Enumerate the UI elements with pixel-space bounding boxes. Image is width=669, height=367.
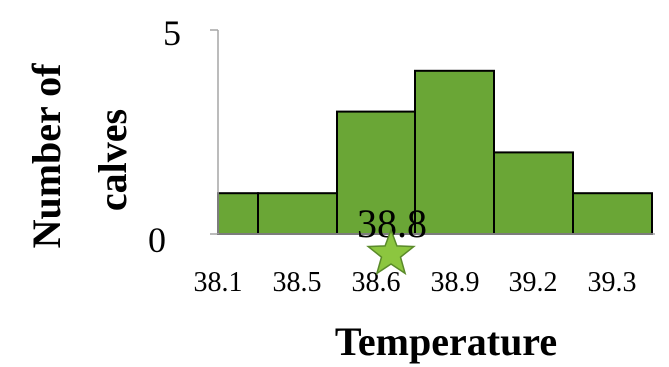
bar-38.9 <box>414 69 495 235</box>
x-tick-label-39.2: 39.2 <box>509 267 558 298</box>
bar-39.2 <box>493 151 574 235</box>
x-tick-label-38.1: 38.1 <box>194 267 243 298</box>
bar-38.5 <box>257 192 338 235</box>
y-tick-label-min: 0 <box>148 220 166 260</box>
x-tick-label-38.5: 38.5 <box>273 267 322 298</box>
bar-38.6 <box>336 110 416 235</box>
x-tick-label-38.9: 38.9 <box>431 267 480 298</box>
x-tick-label-38.6: 38.6 <box>352 267 401 298</box>
bar-39.3 <box>572 192 653 235</box>
star-icon <box>366 227 416 276</box>
y-axis-label-line-2: calves <box>90 109 135 211</box>
y-tick-label-max: 5 <box>163 13 181 53</box>
x-axis-label: Temperature <box>335 319 557 364</box>
y-axis-label-line-1: Number of <box>24 63 69 248</box>
bar-38.1 <box>217 192 259 235</box>
x-tick-label-39.3: 39.3 <box>588 267 637 298</box>
